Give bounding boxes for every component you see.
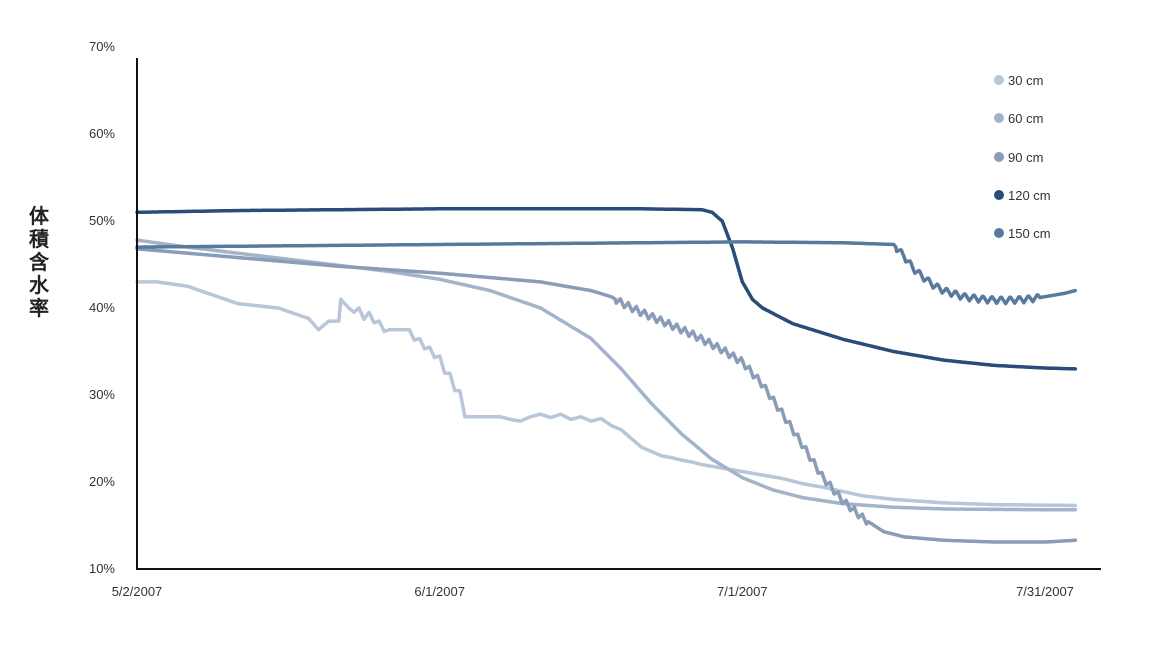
x-axis-tick-labels: 5/2/2007 6/1/2007 7/1/2007 7/31/2007 <box>112 584 1074 599</box>
legend-label: 150 cm <box>1008 226 1051 241</box>
y-tick-label: 30% <box>89 387 115 402</box>
y-axis-label: 体積含水率 <box>29 204 49 320</box>
legend: 30 cm 60 cm 90 cm 120 cm 150 cm <box>994 73 1051 241</box>
x-tick-label: 7/31/2007 <box>1016 584 1074 599</box>
legend-marker <box>994 228 1004 238</box>
y-tick-label: 70% <box>89 39 115 54</box>
x-tick-label: 5/2/2007 <box>112 584 163 599</box>
legend-label: 90 cm <box>1008 150 1043 165</box>
series-line-90cm <box>135 247 1078 544</box>
series-line-30cm <box>135 280 1078 508</box>
legend-marker <box>994 113 1004 123</box>
legend-label: 60 cm <box>1008 111 1043 126</box>
y-tick-label: 60% <box>89 126 115 141</box>
series-line-150cm <box>135 240 1078 306</box>
legend-marker <box>994 190 1004 200</box>
y-tick-label: 20% <box>89 474 115 489</box>
series-line-60cm <box>135 238 1078 512</box>
y-tick-label: 40% <box>89 300 115 315</box>
legend-marker <box>994 75 1004 85</box>
legend-marker <box>994 152 1004 162</box>
x-tick-label: 7/1/2007 <box>717 584 768 599</box>
y-tick-label: 50% <box>89 213 115 228</box>
x-tick-label: 6/1/2007 <box>414 584 465 599</box>
series-line-120cm <box>135 207 1078 371</box>
series-lines <box>135 207 1078 544</box>
legend-label: 30 cm <box>1008 73 1043 88</box>
y-tick-label: 10% <box>89 561 115 576</box>
y-axis-tick-labels: 10% 20% 30% 40% 50% 60% 70% <box>89 39 115 576</box>
legend-label: 120 cm <box>1008 188 1051 203</box>
